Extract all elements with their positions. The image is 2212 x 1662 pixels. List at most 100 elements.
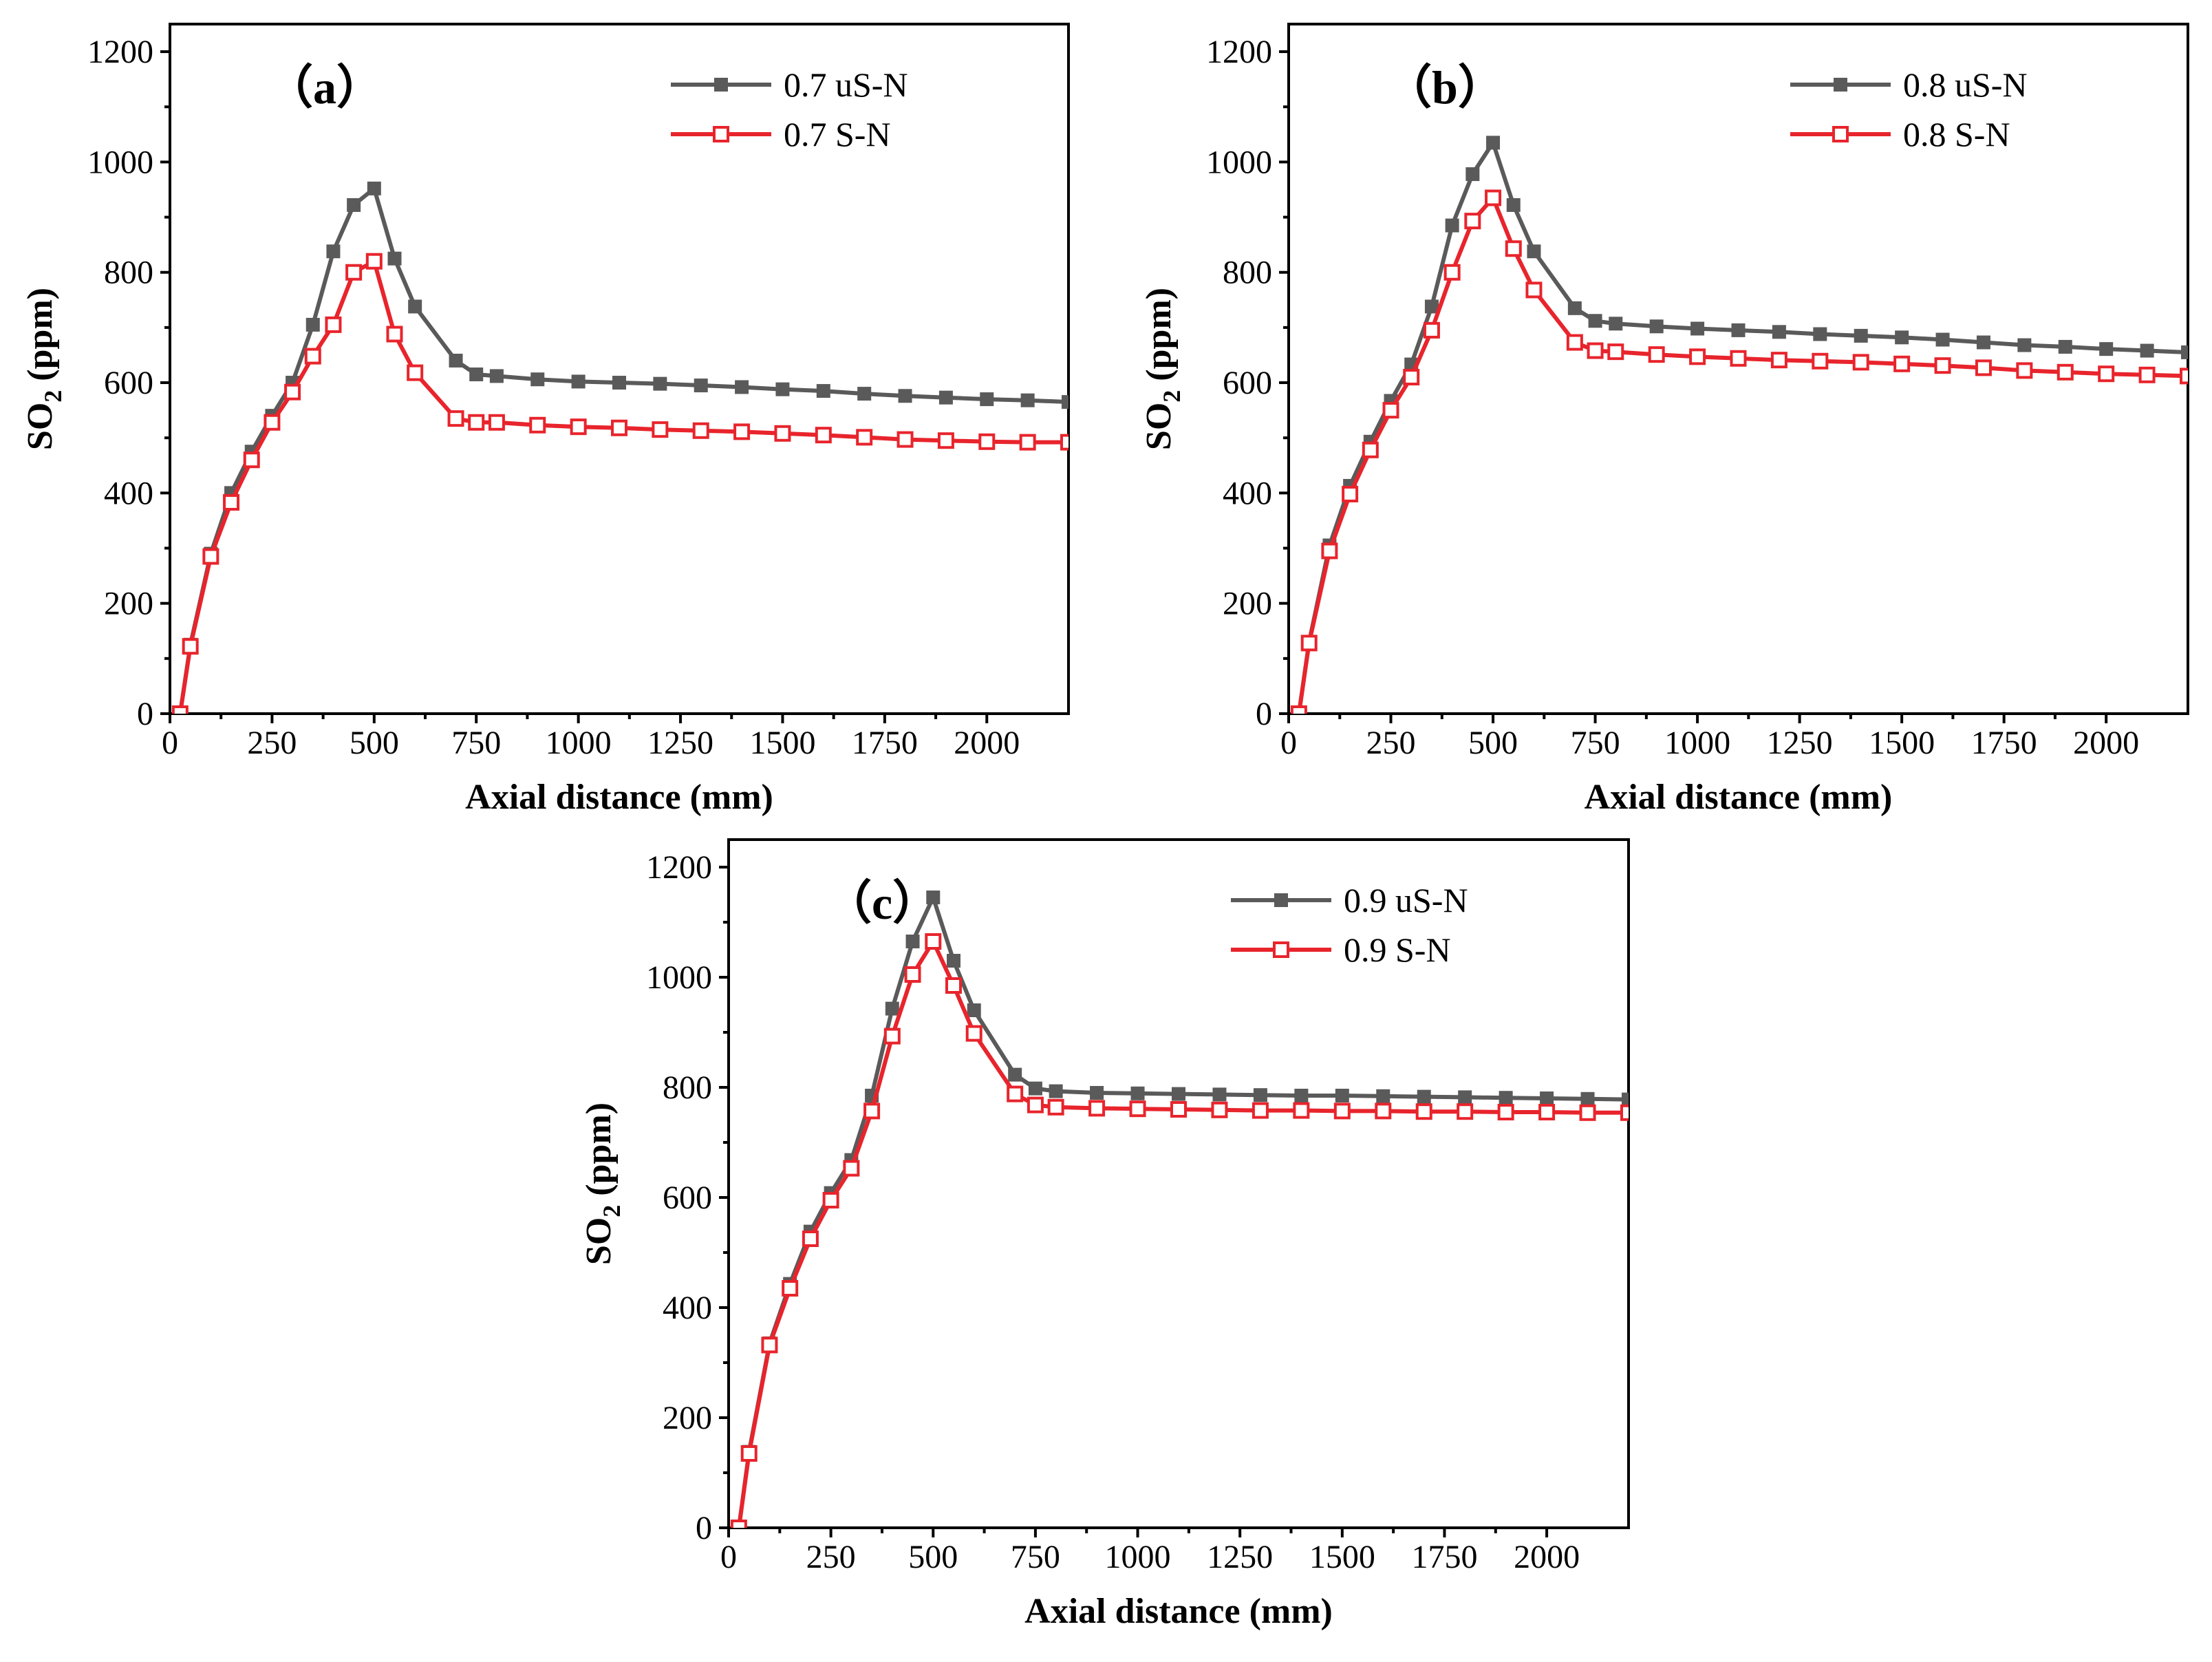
y-axis-title-unit: (ppm) bbox=[21, 288, 60, 390]
data-point bbox=[2138, 366, 2156, 383]
data-point bbox=[326, 244, 341, 259]
data-point bbox=[1417, 1089, 1431, 1104]
data-point bbox=[345, 264, 363, 281]
x-tick-label: 1750 bbox=[1411, 1539, 1477, 1575]
data-point bbox=[1008, 1067, 1022, 1082]
x-tick-label: 1250 bbox=[1767, 725, 1833, 761]
data-point bbox=[896, 431, 914, 448]
x-tick-label: 1500 bbox=[1869, 725, 1935, 761]
panel-c: 0 250 500 750 1000 1250 1500 1750 2000 0 200 400 600… bbox=[579, 838, 1630, 1631]
y-axis-title: SO2 (ppm) bbox=[21, 288, 67, 450]
y-tick-label: 600 bbox=[663, 1180, 712, 1216]
y-tick-label: 0 bbox=[696, 1510, 712, 1546]
data-point bbox=[1505, 240, 1522, 257]
data-point bbox=[1852, 354, 1869, 371]
data-point bbox=[1527, 244, 1541, 259]
panel-a: 0 250 500 750 1000 1250 1500 1750 2000 0 200 400 600… bbox=[21, 23, 1070, 817]
data-point bbox=[1540, 1091, 1554, 1105]
data-point bbox=[782, 1280, 799, 1297]
data-point bbox=[1525, 281, 1543, 299]
y-axis-title-main: SO bbox=[579, 1217, 619, 1265]
data-point bbox=[1934, 357, 1951, 374]
data-point bbox=[822, 1192, 839, 1208]
plot-area bbox=[171, 181, 1069, 714]
data-point bbox=[2140, 343, 2154, 358]
plot-area bbox=[730, 891, 1629, 1528]
data-point bbox=[386, 326, 403, 343]
data-point bbox=[694, 379, 708, 393]
data-point bbox=[898, 389, 912, 403]
legend-marker bbox=[1834, 78, 1847, 92]
x-tick-label: 0 bbox=[720, 1539, 737, 1575]
data-point bbox=[925, 933, 942, 950]
y-tick-label: 1200 bbox=[87, 34, 153, 70]
x-tick-label: 1250 bbox=[1207, 1539, 1273, 1575]
data-point bbox=[1019, 434, 1036, 451]
data-point bbox=[1321, 542, 1338, 560]
data-point bbox=[1587, 342, 1604, 359]
data-point bbox=[967, 1003, 981, 1017]
y-axis-title-unit: (ppm) bbox=[579, 1102, 619, 1205]
data-point bbox=[365, 253, 383, 270]
data-point bbox=[937, 432, 954, 449]
data-point bbox=[1690, 321, 1705, 336]
x-tick-label: 250 bbox=[1366, 725, 1416, 761]
data-point bbox=[1376, 1089, 1390, 1103]
y-axis-title-sub: 2 bbox=[1158, 390, 1185, 403]
data-point bbox=[1976, 335, 1990, 350]
data-point bbox=[1382, 402, 1399, 419]
data-point bbox=[1649, 319, 1664, 334]
legend: 0.7 uS-N 0.7 S-N bbox=[671, 65, 908, 153]
y-axis-title-main: SO bbox=[1139, 403, 1179, 450]
data-point bbox=[730, 1520, 747, 1528]
plot-area bbox=[1290, 136, 2188, 714]
data-point bbox=[2099, 342, 2114, 356]
y-tick-label: 800 bbox=[104, 255, 153, 291]
data-point bbox=[1049, 1084, 1063, 1098]
series-line bbox=[736, 939, 1629, 1528]
x-tick-label: 750 bbox=[451, 725, 501, 761]
data-point bbox=[447, 410, 464, 427]
data-point bbox=[1770, 352, 1787, 369]
data-point bbox=[1172, 1087, 1185, 1101]
data-point bbox=[733, 423, 751, 440]
data-point bbox=[243, 451, 260, 469]
data-point bbox=[815, 427, 832, 444]
data-point bbox=[1465, 167, 1480, 182]
data-point bbox=[816, 384, 830, 398]
data-point bbox=[325, 316, 342, 333]
data-point bbox=[570, 418, 587, 436]
data-point bbox=[1060, 434, 1069, 451]
x-tick-label: 500 bbox=[350, 725, 399, 761]
data-point bbox=[1588, 314, 1602, 328]
data-point bbox=[761, 1336, 778, 1354]
data-point bbox=[202, 548, 219, 565]
series-line bbox=[178, 186, 1069, 714]
legend-label: 0.8 uS-N bbox=[1903, 65, 2028, 104]
y-tick-label: 1200 bbox=[646, 849, 712, 886]
data-point bbox=[284, 383, 301, 401]
data-point bbox=[1622, 1092, 1629, 1107]
data-point bbox=[529, 416, 546, 434]
y-axis-title-sub: 2 bbox=[39, 390, 67, 403]
y-axis-title-sub: 2 bbox=[598, 1205, 625, 1217]
data-point bbox=[489, 369, 504, 383]
data-point bbox=[2057, 363, 2074, 381]
data-point bbox=[1731, 323, 1746, 337]
x-tick-label: 1500 bbox=[749, 725, 815, 761]
legend-label: 0.7 S-N bbox=[784, 115, 891, 153]
legend-marker bbox=[1273, 941, 1289, 958]
data-point bbox=[171, 705, 189, 714]
data-point bbox=[1443, 264, 1461, 281]
data-point bbox=[468, 414, 485, 431]
data-point bbox=[1895, 330, 1909, 345]
data-point bbox=[1566, 334, 1583, 351]
data-point bbox=[407, 364, 424, 381]
legend-label: 0.9 S-N bbox=[1344, 930, 1451, 969]
legend-marker bbox=[713, 126, 729, 142]
x-tick-label: 1750 bbox=[1971, 725, 2037, 761]
legend: 0.9 uS-N 0.9 S-N bbox=[1231, 881, 1468, 969]
data-point bbox=[775, 382, 790, 396]
y-tick-label: 600 bbox=[1223, 365, 1272, 401]
